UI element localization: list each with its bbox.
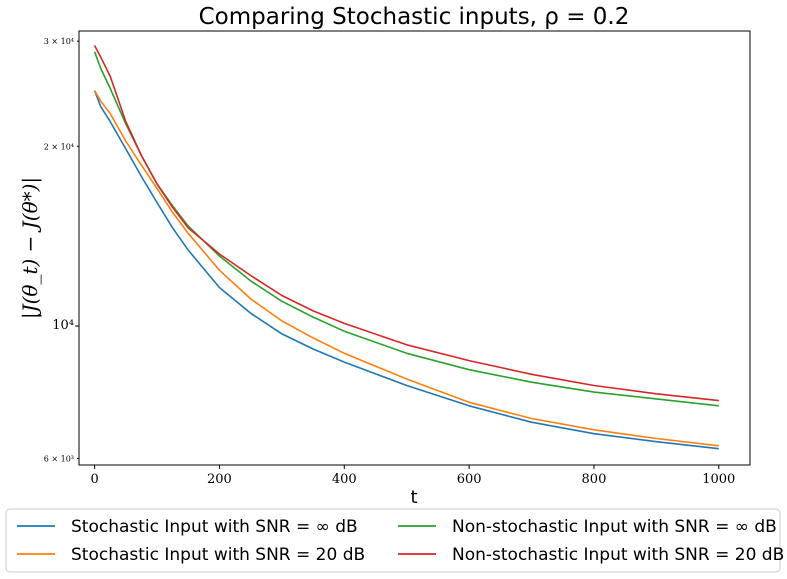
x-tick-label: 0 bbox=[90, 472, 98, 487]
y-axis-label: |J(θ_t) − J(θ*)| bbox=[18, 177, 43, 319]
legend-label-2: Stochastic Input with SNR = 20 dB bbox=[71, 545, 365, 565]
series-line-4 bbox=[93, 45, 719, 402]
legend-label-3: Non-stochastic Input with SNR = ∞ dB bbox=[452, 517, 777, 537]
y-axis: 6 × 10³ 10⁴ 2 × 10⁴ 3 × 10⁴ bbox=[44, 37, 79, 463]
chart-title: Comparing Stochastic inputs, ρ = 0.2 bbox=[199, 4, 630, 30]
series-line-3 bbox=[93, 51, 719, 407]
x-tick-label: 400 bbox=[332, 472, 357, 487]
legend: Stochastic Input with SNR = ∞ dB Stochast… bbox=[5, 508, 784, 573]
x-axis: 0 200 400 600 800 1000 bbox=[90, 465, 735, 487]
y-tick-label: 10⁴ bbox=[52, 318, 74, 333]
x-tick-label: 1000 bbox=[702, 472, 735, 487]
series-line-1 bbox=[93, 90, 719, 450]
x-tick-label: 600 bbox=[457, 472, 482, 487]
plot-area-frame bbox=[78, 30, 751, 466]
y-tick-label: 3 × 10⁴ bbox=[44, 37, 74, 46]
legend-label-1: Stochastic Input with SNR = ∞ dB bbox=[71, 517, 358, 537]
legend-frame bbox=[5, 508, 781, 573]
x-tick-label: 200 bbox=[207, 472, 232, 487]
y-tick-label: 2 × 10⁴ bbox=[44, 142, 74, 151]
legend-items: Stochastic Input with SNR = ∞ dB Stochast… bbox=[17, 517, 784, 565]
series-layer bbox=[93, 45, 719, 450]
x-tick-label: 800 bbox=[582, 472, 607, 487]
x-axis-label: t bbox=[410, 487, 417, 508]
series-line-2 bbox=[93, 90, 719, 447]
y-tick-label: 6 × 10³ bbox=[44, 454, 74, 463]
legend-label-4: Non-stochastic Input with SNR = 20 dB bbox=[452, 545, 784, 565]
